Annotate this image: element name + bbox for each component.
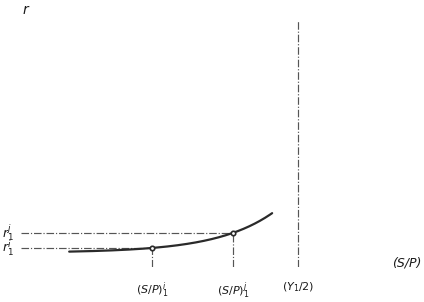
- Text: $(Y_1/2)$: $(Y_1/2)$: [282, 280, 314, 294]
- Text: $r_1^j$: $r_1^j$: [2, 222, 14, 243]
- Text: $r_1^i$: $r_1^i$: [2, 238, 14, 258]
- Text: r: r: [23, 3, 28, 17]
- Text: $(S/P)_1^j$: $(S/P)_1^j$: [217, 280, 250, 301]
- Text: (S/P): (S/P): [392, 256, 421, 269]
- Text: $(S/P)_1^i$: $(S/P)_1^i$: [136, 280, 168, 300]
